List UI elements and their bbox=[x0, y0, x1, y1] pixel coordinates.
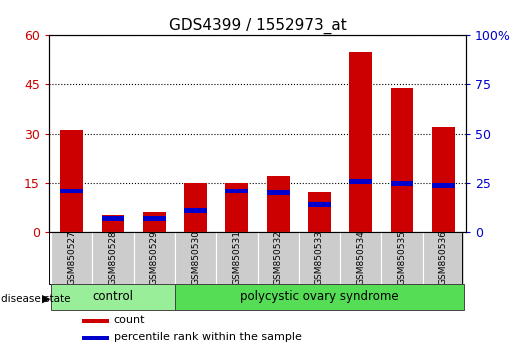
Bar bbox=[391, 88, 414, 232]
Bar bbox=[308, 193, 331, 232]
Bar bbox=[175, 232, 216, 284]
Text: GSM850531: GSM850531 bbox=[232, 230, 242, 285]
Bar bbox=[51, 284, 175, 310]
Bar bbox=[258, 232, 299, 284]
Text: percentile rank within the sample: percentile rank within the sample bbox=[114, 332, 301, 342]
Text: polycystic ovary syndrome: polycystic ovary syndrome bbox=[240, 290, 399, 303]
Bar bbox=[340, 232, 382, 284]
Bar bbox=[432, 127, 455, 232]
Bar bbox=[184, 208, 207, 213]
Bar bbox=[60, 189, 83, 193]
Bar bbox=[133, 232, 175, 284]
Bar bbox=[82, 336, 109, 340]
Bar bbox=[60, 130, 83, 232]
Text: GSM850527: GSM850527 bbox=[67, 230, 76, 285]
Text: GSM850532: GSM850532 bbox=[273, 230, 283, 285]
Text: GSM850533: GSM850533 bbox=[315, 230, 324, 285]
Bar bbox=[184, 183, 207, 232]
Bar bbox=[349, 179, 372, 184]
Bar bbox=[267, 190, 289, 195]
Text: count: count bbox=[114, 315, 145, 325]
Bar bbox=[299, 232, 340, 284]
Bar bbox=[101, 216, 124, 221]
Text: GSM850535: GSM850535 bbox=[398, 230, 406, 285]
Text: GSM850530: GSM850530 bbox=[191, 230, 200, 285]
Bar bbox=[226, 183, 248, 232]
Text: ▶: ▶ bbox=[42, 294, 51, 304]
Text: disease state: disease state bbox=[1, 294, 71, 304]
Text: control: control bbox=[93, 290, 133, 303]
Bar bbox=[308, 202, 331, 207]
Bar bbox=[432, 183, 455, 188]
Bar bbox=[101, 215, 124, 232]
Bar bbox=[143, 216, 166, 221]
Bar bbox=[226, 189, 248, 193]
Bar bbox=[349, 52, 372, 232]
Text: GSM850528: GSM850528 bbox=[109, 230, 117, 285]
Bar bbox=[175, 284, 464, 310]
Bar bbox=[92, 232, 133, 284]
Bar bbox=[423, 232, 464, 284]
Bar bbox=[391, 181, 414, 185]
Title: GDS4399 / 1552973_at: GDS4399 / 1552973_at bbox=[168, 18, 347, 34]
Text: GSM850536: GSM850536 bbox=[439, 230, 448, 285]
Text: GSM850529: GSM850529 bbox=[150, 230, 159, 285]
Bar bbox=[267, 176, 289, 232]
Bar bbox=[382, 232, 423, 284]
Bar bbox=[82, 319, 109, 323]
Bar bbox=[216, 232, 258, 284]
Bar bbox=[51, 232, 92, 284]
Bar bbox=[143, 212, 166, 232]
Text: GSM850534: GSM850534 bbox=[356, 230, 365, 285]
